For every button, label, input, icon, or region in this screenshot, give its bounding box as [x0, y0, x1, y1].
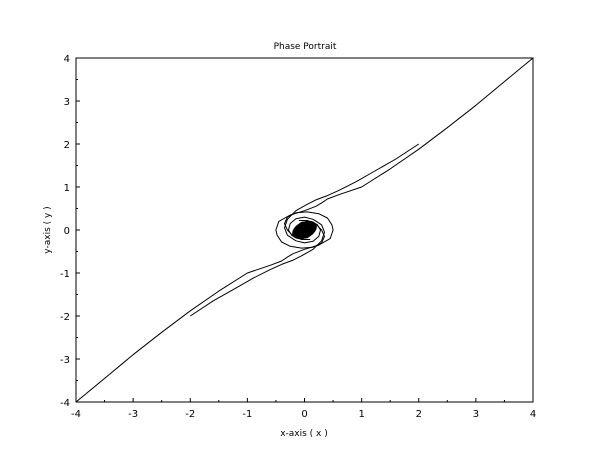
y-tick-label: 0 [64, 226, 70, 237]
y-tick-label: 1 [64, 183, 70, 194]
spiral-center-cluster [292, 220, 317, 240]
trajectory-line-3 [190, 216, 325, 317]
x-tick-label: 4 [530, 409, 536, 420]
x-axis: -4 -3 -2 -1 0 1 2 3 4 [71, 398, 536, 420]
x-tick-label: 1 [358, 409, 364, 420]
trajectory-line-4 [284, 143, 420, 244]
y-axis-label: y-axis ( y ) [43, 206, 53, 253]
y-tick-label: -1 [60, 269, 70, 280]
y-tick-label: -3 [60, 355, 70, 366]
x-axis-label: x-axis ( x ) [280, 429, 328, 439]
y-tick-label: -2 [60, 312, 70, 323]
y-tick-label: 3 [64, 97, 70, 108]
trajectory-group [75, 57, 534, 403]
trajectory-line-2 [275, 57, 534, 249]
x-tick-label: 0 [301, 409, 307, 420]
spiral-core [299, 226, 310, 234]
y-tick-label: 4 [64, 54, 70, 65]
x-tick-label: -3 [128, 409, 138, 420]
trajectory-line-1 [75, 211, 334, 403]
x-tick-label: -4 [71, 409, 81, 420]
x-tick-label: -2 [185, 409, 195, 420]
x-tick-label: -1 [242, 409, 252, 420]
y-axis: -4 -3 -2 -1 0 1 2 3 4 [60, 54, 80, 409]
x-tick-label: 2 [416, 409, 422, 420]
x-tick-label: 3 [473, 409, 479, 420]
chart-title: Phase Portrait [274, 42, 337, 52]
y-tick-label: 2 [64, 140, 70, 151]
y-tick-label: -4 [60, 398, 70, 409]
